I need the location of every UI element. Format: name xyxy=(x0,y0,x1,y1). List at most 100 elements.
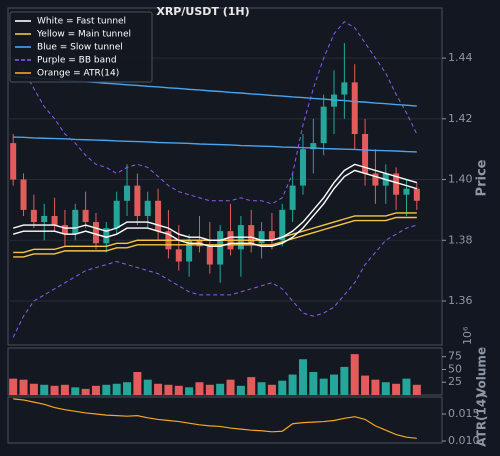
volume-bar xyxy=(236,385,245,395)
indicator-line xyxy=(13,136,417,153)
y-tick-label: 0.015 xyxy=(448,407,480,420)
volume-bar xyxy=(102,384,111,395)
candle-body xyxy=(279,209,286,241)
legend-box xyxy=(9,11,153,83)
candle-body xyxy=(413,188,420,201)
legend-label: Orange = ATR(14) xyxy=(37,69,119,79)
legend-label: Purple = BB band xyxy=(37,56,117,66)
indicator-line xyxy=(13,216,417,258)
volume-bar xyxy=(81,388,90,395)
volume-bar xyxy=(216,383,225,395)
volume-bar xyxy=(298,359,307,395)
candle-body xyxy=(155,200,162,232)
candle-body xyxy=(10,143,17,180)
volume-multiplier: 10⁶ xyxy=(461,326,474,345)
volume-bar xyxy=(412,384,421,395)
volume-bar xyxy=(19,379,28,395)
candle-body xyxy=(217,231,224,265)
candle-body xyxy=(144,200,151,216)
volume-bar xyxy=(361,375,370,395)
legend-label: Blue = Slow tunnel xyxy=(37,43,123,53)
y-tick-label: 1.38 xyxy=(448,233,473,246)
candle-body xyxy=(134,185,141,216)
volume-bar xyxy=(319,378,328,395)
legend-label: White = Fast tunnel xyxy=(37,17,126,27)
candle-body xyxy=(258,231,265,244)
volume-bar xyxy=(392,383,401,395)
volume-bar xyxy=(288,374,297,395)
volume-bar xyxy=(71,387,80,395)
candle-body xyxy=(61,225,68,235)
atr-axis-label: ATR(14) xyxy=(475,393,489,446)
candle-body xyxy=(92,222,99,244)
volume-bar xyxy=(50,385,59,395)
volume-bar xyxy=(29,383,38,395)
candle-body xyxy=(41,215,48,223)
candle-body xyxy=(310,143,317,150)
volume-bar xyxy=(205,384,214,395)
candle-body xyxy=(20,179,27,210)
volume-bar xyxy=(309,372,318,395)
volume-bar xyxy=(60,384,69,395)
volume-bar xyxy=(40,384,49,395)
volume-bar xyxy=(195,382,204,395)
candle-body xyxy=(124,185,131,201)
volume-panel xyxy=(7,347,443,396)
volume-bar xyxy=(330,374,339,395)
volume-bar xyxy=(278,380,287,395)
candle-body xyxy=(351,82,358,134)
y-tick-label: 1.40 xyxy=(448,173,473,186)
y-tick-label: 1.36 xyxy=(448,294,473,307)
indicator-line xyxy=(12,21,418,205)
chart-title: XRP/USDT (1H) xyxy=(156,5,249,18)
candle-body xyxy=(393,173,400,195)
y-tick-label: 1.42 xyxy=(448,112,473,125)
candle-body xyxy=(113,200,120,229)
y-tick-label: 75 xyxy=(448,350,462,363)
candle-body xyxy=(372,173,379,186)
candle-body xyxy=(206,246,213,265)
candle-body xyxy=(51,215,58,226)
candle-body xyxy=(362,133,369,174)
volume-bar xyxy=(247,377,256,395)
plot-layer: 1.36 1.38 1.40 1.42 1.44 White = Fast tunnel Y… xyxy=(8,11,480,447)
candle-body xyxy=(403,188,410,195)
volume-bar xyxy=(154,383,163,395)
volume-bar xyxy=(9,378,18,395)
volume-bar xyxy=(226,379,235,395)
candle-body xyxy=(299,149,306,186)
volume-bar xyxy=(133,372,142,395)
volume-bar xyxy=(371,379,380,395)
candle-body xyxy=(175,249,182,262)
candle-body xyxy=(82,209,89,223)
volume-bar xyxy=(267,384,276,395)
candle-body xyxy=(186,240,193,262)
candle-body xyxy=(341,82,348,95)
candle-body xyxy=(72,209,79,235)
candle-body xyxy=(268,231,275,241)
legend-label: Yellow = Main tunnel xyxy=(36,30,131,40)
atr-panel xyxy=(7,396,443,444)
volume-bar xyxy=(174,385,183,395)
volume-bar xyxy=(185,387,194,395)
y-tick-label: 50 xyxy=(448,362,462,375)
y-tick-label: 25 xyxy=(448,375,462,388)
volume-bar xyxy=(91,385,100,395)
y-tick-label: 1.44 xyxy=(448,51,473,64)
volume-bar xyxy=(402,378,411,395)
volume-axis-label: Volume xyxy=(475,347,489,397)
indicator-line xyxy=(12,224,417,338)
price-axis-label: Price xyxy=(475,159,490,196)
y-tick-label: 0.010 xyxy=(448,434,480,447)
volume-bar xyxy=(257,382,266,395)
volume-bar xyxy=(112,383,121,395)
indicator-line xyxy=(12,169,418,248)
volume-bar xyxy=(340,366,349,395)
candle-body xyxy=(248,225,255,244)
volume-bar xyxy=(350,354,359,395)
volume-bar xyxy=(123,382,132,395)
volume-bar xyxy=(164,384,173,395)
legend: White = Fast tunnel Yellow = Main tunnel B… xyxy=(9,11,153,83)
volume-bar xyxy=(381,382,390,395)
